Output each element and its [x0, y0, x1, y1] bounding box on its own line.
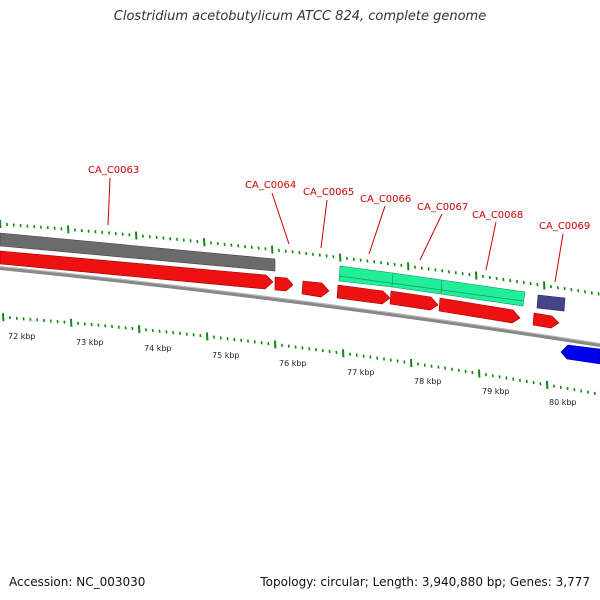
kbp-label-79: 79 kbp	[482, 387, 510, 396]
gene-label-ca-c0069: CA_C0069	[539, 221, 590, 232]
cds-ca-c0065	[301, 280, 330, 298]
inner-tick-marks	[2, 313, 596, 396]
teal-feature-3	[440, 279, 526, 307]
gene-label-ca-c0066: CA_C0066	[360, 194, 411, 205]
grey-feature	[0, 232, 276, 272]
gene-label-ca-c0068: CA_C0068	[472, 210, 523, 221]
kbp-label-73: 73 kbp	[76, 338, 104, 347]
cds-ca-c0068	[438, 297, 521, 324]
gene-label-ca-c0065: CA_C0065	[303, 187, 354, 198]
cds-ca-c0069	[532, 312, 560, 329]
kbp-label-77: 77 kbp	[347, 368, 375, 377]
purple-feature	[536, 294, 566, 312]
outer-tick-marks	[0, 219, 600, 296]
cds-ca-c0064	[274, 276, 294, 292]
kbp-label-76: 76 kbp	[279, 359, 307, 368]
cds-ca-c0066	[336, 284, 391, 305]
kbp-label-75: 75 kbp	[212, 351, 240, 360]
teal-feature-2	[391, 272, 443, 295]
cds-ca-c0067	[389, 290, 439, 311]
genome-stats-text: Topology: circular; Length: 3,940,880 bp…	[260, 575, 590, 589]
gene-label-ca-c0063: CA_C0063	[88, 165, 139, 176]
genome-backbone	[0, 266, 600, 347]
kbp-label-72: 72 kbp	[8, 332, 36, 341]
kbp-label-78: 78 kbp	[414, 377, 442, 386]
reverse-cds	[560, 344, 600, 365]
accession-text: Accession: NC_003030	[9, 575, 146, 589]
kbp-label-80: 80 kbp	[549, 398, 577, 407]
kbp-label-74: 74 kbp	[144, 344, 172, 353]
teal-feature-1	[338, 265, 394, 288]
map-title: Clostridium acetobutylicum ATCC 824, com…	[113, 9, 487, 24]
gene-label-ca-c0064: CA_C0064	[245, 180, 296, 191]
gene-label-ca-c0067: CA_C0067	[417, 202, 468, 213]
cds-ca-c0063	[0, 250, 274, 290]
